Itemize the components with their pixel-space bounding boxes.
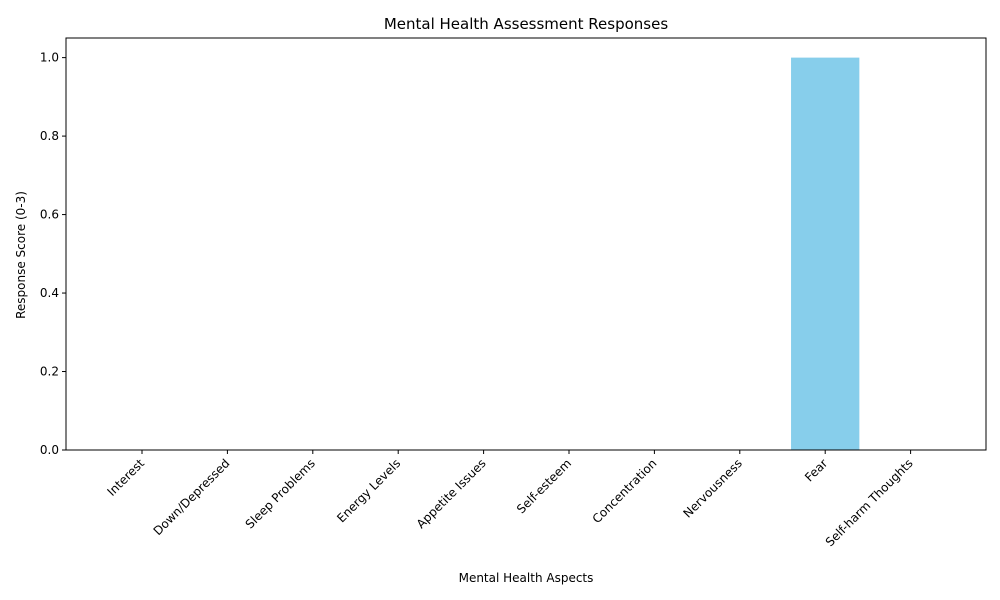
bar-fear — [791, 57, 860, 450]
x-axis-ticks: Interest Down/Depressed Sleep Problems Ener… — [105, 450, 916, 549]
chart-title: Mental Health Assessment Responses — [384, 15, 668, 33]
y-axis-ticks: 0.0 0.2 0.4 0.6 0.8 1.0 — [40, 51, 66, 457]
bars-group — [791, 57, 860, 450]
x-tick-label: Fear — [802, 456, 830, 484]
y-tick-label: 0.6 — [40, 208, 59, 222]
x-axis-label: Mental Health Aspects — [459, 571, 594, 585]
y-tick-label: 0.0 — [40, 443, 59, 457]
x-tick-label: Sleep Problems — [243, 456, 318, 531]
y-tick-label: 1.0 — [40, 51, 59, 65]
plot-frame — [65, 37, 987, 451]
x-tick-label: Energy Levels — [334, 456, 403, 525]
y-tick-label: 0.2 — [40, 365, 59, 379]
y-tick-label: 0.4 — [40, 286, 59, 300]
y-tick-label: 0.8 — [40, 129, 59, 143]
x-tick-label: Concentration — [590, 456, 660, 526]
x-tick-label: Appetite Issues — [414, 456, 489, 531]
x-tick-label: Down/Depressed — [151, 456, 233, 538]
x-tick-label: Nervousness — [681, 456, 745, 520]
x-tick-label: Interest — [105, 456, 148, 499]
x-tick-label: Self-esteem — [514, 456, 574, 516]
y-axis-label: Response Score (0-3) — [14, 191, 28, 319]
x-tick-label: Self-harm Thoughts — [823, 456, 916, 549]
